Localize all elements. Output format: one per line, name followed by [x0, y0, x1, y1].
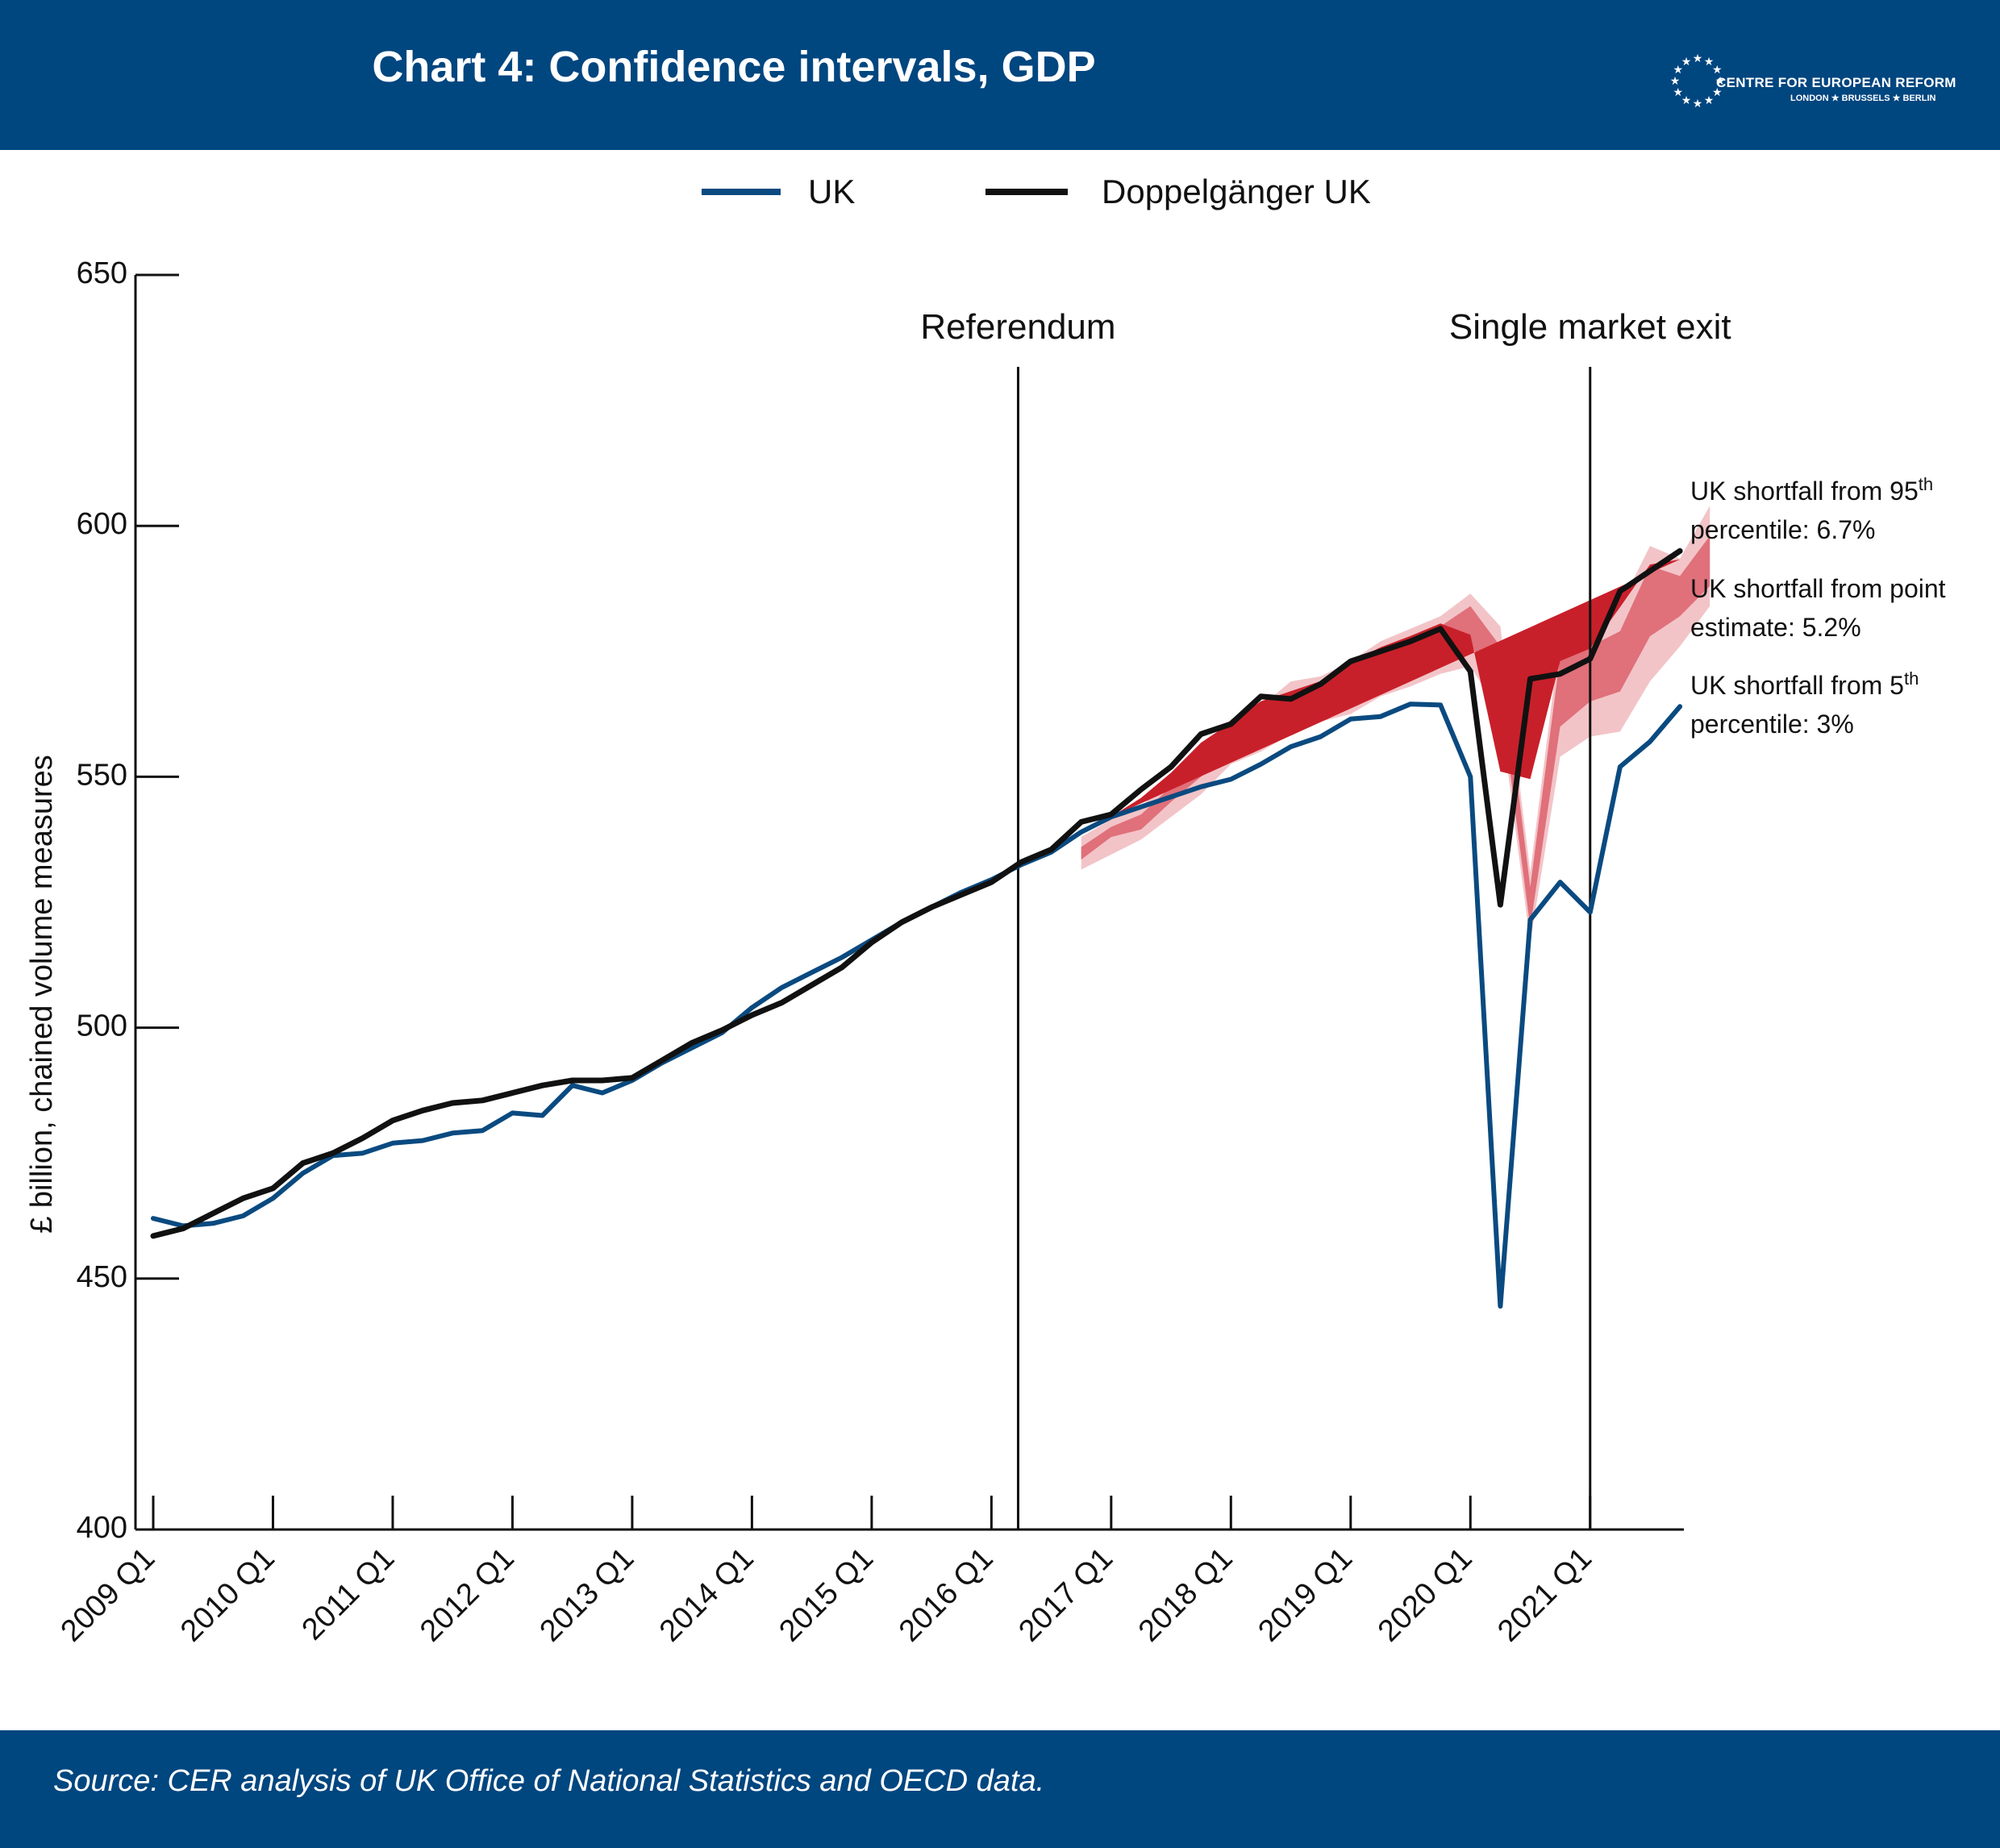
star-icon: ★ [1704, 94, 1715, 106]
doppelganger-line [150, 547, 1683, 1239]
x-tick-label: 2020 Q1 [1372, 1542, 1479, 1649]
star-icon: ★ [1670, 74, 1681, 87]
star-icon: ★ [1673, 63, 1683, 76]
header-banner: Chart 4: Confidence intervals, GDP ★ ★ ★ ★ ★… [0, 0, 2000, 150]
marker-label: Referendum [920, 307, 1115, 347]
star-icon: ★ [1693, 97, 1703, 110]
x-tick-label: 2019 Q1 [1252, 1542, 1359, 1649]
star-icon: ★ [1712, 85, 1723, 98]
band-core-interval [1081, 559, 1681, 830]
star-icon: ★ [1715, 74, 1726, 87]
x-tick-label: 2018 Q1 [1132, 1542, 1240, 1649]
star-icon: ★ [1712, 63, 1723, 76]
series-lines [150, 547, 1683, 1309]
logo-cities: LONDON ★ BRUSSELS ★ BERLIN [1790, 94, 1936, 103]
uk-line [151, 701, 1683, 1309]
annotation-p95: UK shortfall from 95th [1690, 474, 1933, 506]
x-tick-label: 2015 Q1 [773, 1542, 880, 1649]
cer-logo: ★ ★ ★ ★ ★ ★ ★ ★ ★ ★ ★ ★ CENTRE FOR EUROPEAN REFORM … [1669, 36, 1976, 125]
chart-title: Chart 4: Confidence intervals, GDP [372, 43, 1096, 91]
x-tick-label: 2011 Q1 [296, 1542, 402, 1647]
annotation-point-line2: estimate: 5.2% [1690, 613, 1861, 642]
x-tick-label: 2010 Q1 [174, 1542, 281, 1649]
x-tick-label: 2009 Q1 [55, 1542, 162, 1649]
marker-label: Single market exit [1449, 307, 1731, 347]
x-tick-label: 2021 Q1 [1491, 1542, 1598, 1649]
legend: UK Doppelgänger UK [702, 173, 1371, 210]
x-tick-label: 2016 Q1 [893, 1542, 1000, 1649]
x-tick-label: 2014 Q1 [653, 1542, 760, 1649]
y-tick-label: 650 [77, 256, 127, 290]
footer-banner: Source: CER analysis of UK Office of Nat… [0, 1730, 2000, 1848]
x-axis: 2009 Q1 2010 Q1 2011 Q1 2012 Q1 2013 Q1 2014 … [55, 1496, 1684, 1648]
annotation-p5: UK shortfall from 5th [1690, 668, 1919, 700]
gdp-chart: UK Doppelgänger UK £ billion, chained vo… [25, 173, 1946, 1648]
x-tick-label: 2013 Q1 [533, 1542, 640, 1649]
annotation-point: UK shortfall from point [1690, 574, 1946, 603]
y-tick-label: 600 [77, 507, 127, 541]
star-icon: ★ [1673, 85, 1683, 98]
x-tick-label: 2017 Q1 [1012, 1542, 1119, 1649]
logo-name: CENTRE FOR EUROPEAN REFORM [1716, 75, 1956, 90]
legend-doppel-label: Doppelgänger UK [1102, 173, 1371, 210]
annotation-p95-line2: percentile: 6.7% [1690, 515, 1875, 544]
source-note: Source: CER analysis of UK Office of Nat… [53, 1764, 1045, 1798]
band-90-interval [1081, 506, 1710, 943]
y-tick-label: 550 [77, 758, 127, 792]
annotation-p5-line2: percentile: 3% [1690, 710, 1854, 739]
eu-stars-icon: ★ ★★★★★★★★★★★ [1670, 52, 1726, 110]
y-tick-label: 400 [77, 1511, 127, 1545]
y-axis: 400 450 500 550 600 650 [77, 256, 179, 1545]
y-axis-label: £ billion, chained volume measures [25, 755, 59, 1234]
star-icon: ★ [1693, 52, 1703, 65]
y-tick-label: 450 [77, 1260, 127, 1294]
legend-uk-label: UK [808, 173, 855, 210]
vertical-markers: Referendum Single market exit [920, 307, 1731, 1530]
star-icon: ★ [1681, 94, 1692, 106]
star-icon: ★ [1704, 55, 1715, 68]
confidence-bands [1081, 506, 1710, 943]
annotations: UK shortfall from 95th percentile: 6.7% … [1690, 474, 1946, 739]
x-tick-label: 2012 Q1 [414, 1542, 521, 1649]
star-icon: ★ [1681, 55, 1692, 68]
y-tick-label: 500 [77, 1009, 127, 1043]
